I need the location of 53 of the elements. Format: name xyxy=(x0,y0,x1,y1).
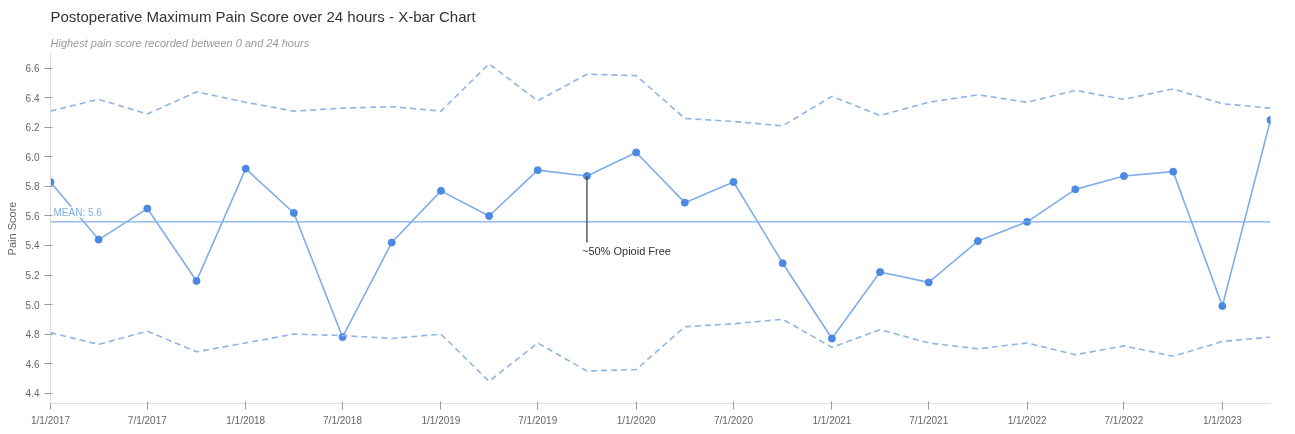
point xyxy=(143,204,152,213)
chart-title: Postoperative Maximum Pain Score over 24 hours - X-bar Chart xyxy=(50,7,477,25)
x-tick-label: 7/1/2019 xyxy=(518,414,558,426)
point xyxy=(778,259,787,268)
point xyxy=(289,209,298,217)
point xyxy=(436,186,445,195)
point xyxy=(533,166,542,175)
line-series xyxy=(50,63,1271,127)
x-tick-label: 1/1/2017 xyxy=(31,414,71,426)
x-tick-label: 1/1/2018 xyxy=(226,414,266,426)
line-series xyxy=(50,318,1271,383)
point xyxy=(924,278,933,287)
y-tick-label: 5.8 xyxy=(25,181,40,193)
y-tick-label: 6.2 xyxy=(25,122,40,134)
x-tick-label: 1/1/2021 xyxy=(812,414,852,426)
x-tick-label: 7/1/2020 xyxy=(714,414,754,426)
y-tick-label: 6.6 xyxy=(25,63,40,75)
x-tick-label: 1/1/2019 xyxy=(421,414,461,426)
point xyxy=(729,177,738,186)
point xyxy=(973,237,982,246)
point xyxy=(192,276,201,285)
y-tick-label: 6.0 xyxy=(25,151,40,163)
point xyxy=(485,211,494,220)
point xyxy=(876,268,885,277)
y-tick-label: 5.4 xyxy=(25,240,40,252)
y-tick-label: 6.4 xyxy=(25,92,40,104)
y-tick-label: 4.6 xyxy=(25,358,40,370)
x-tick-label: 7/1/2018 xyxy=(323,414,363,426)
point xyxy=(1071,185,1080,194)
point xyxy=(632,148,641,157)
y-axis-title: Pain Score xyxy=(5,201,18,256)
x-tick-label: 7/1/2017 xyxy=(127,414,168,426)
y-tick-label: 5.6 xyxy=(25,210,40,222)
x-tick-label: 1/1/2020 xyxy=(616,414,657,426)
x-tick-label: 1/1/2022 xyxy=(1007,414,1048,426)
y-tick-label: 5.2 xyxy=(25,270,40,282)
y-tick-label: 4.8 xyxy=(25,329,40,341)
ref-line-label: MEAN: 5.6 xyxy=(53,206,103,218)
point xyxy=(1119,172,1128,181)
point xyxy=(94,235,103,244)
x-tick-label: 7/1/2021 xyxy=(909,414,949,426)
annotation: ~50% Opioid Free xyxy=(581,244,671,257)
point xyxy=(1218,302,1227,311)
point xyxy=(1169,167,1178,176)
point xyxy=(827,334,836,343)
point xyxy=(241,164,250,173)
x-tick-label: 7/1/2022 xyxy=(1104,414,1144,426)
chart-subtitle: Highest pain score recorded between 0 and 24 hours xyxy=(50,36,310,49)
point xyxy=(387,238,396,247)
y-tick-label: 5.0 xyxy=(25,299,40,311)
point xyxy=(680,198,689,207)
y-tick-label: 4.4 xyxy=(25,388,40,400)
x-tick-label: 1/1/2023 xyxy=(1202,414,1243,426)
